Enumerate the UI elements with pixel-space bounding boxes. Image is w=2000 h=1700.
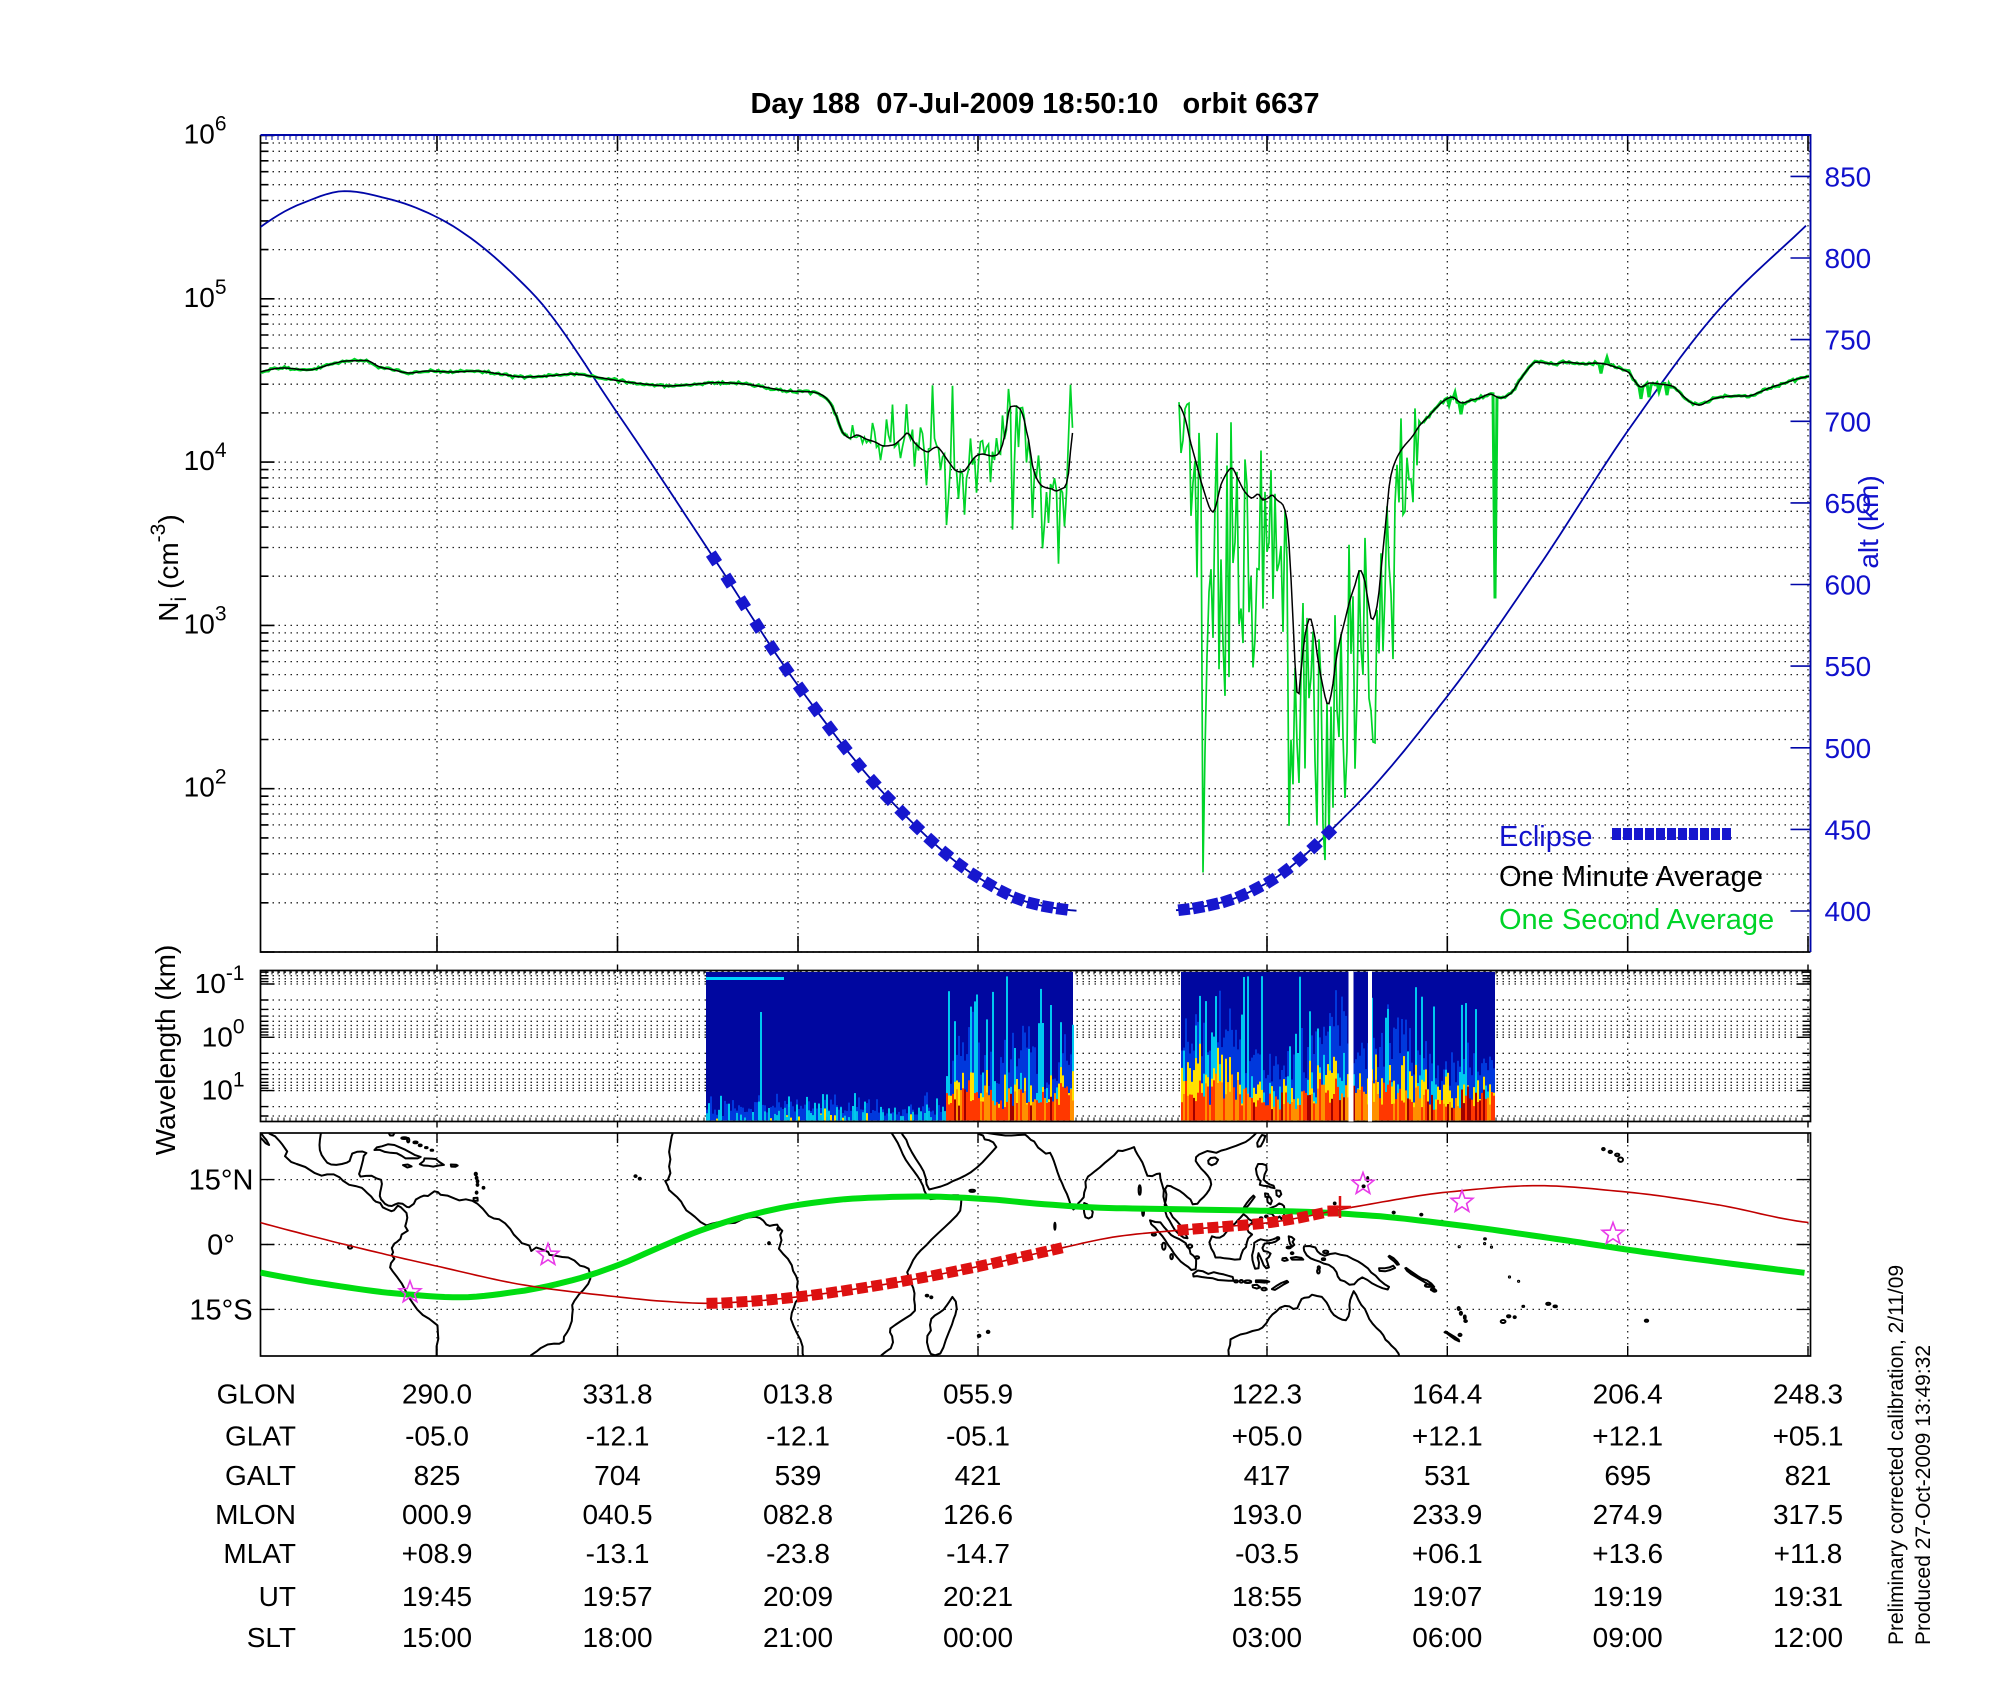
svg-text:331.8: 331.8 — [582, 1379, 652, 1410]
svg-text:18:00: 18:00 — [582, 1622, 652, 1653]
svg-text:233.9: 233.9 — [1412, 1499, 1482, 1530]
svg-text:-12.1: -12.1 — [766, 1421, 830, 1452]
svg-text:GALT: GALT — [225, 1460, 296, 1491]
svg-text:825: 825 — [414, 1460, 461, 1491]
svg-text:750: 750 — [1825, 325, 1872, 356]
svg-text:GLAT: GLAT — [225, 1421, 296, 1452]
svg-text:MLON: MLON — [215, 1499, 296, 1530]
svg-text:21:00: 21:00 — [763, 1622, 833, 1653]
svg-text:193.0: 193.0 — [1232, 1499, 1302, 1530]
svg-text:+12.1: +12.1 — [1412, 1421, 1483, 1452]
svg-text:105: 105 — [184, 276, 227, 313]
svg-text:100: 100 — [202, 1015, 245, 1052]
svg-text:450: 450 — [1825, 814, 1872, 845]
svg-text:15°N: 15°N — [189, 1165, 254, 1197]
svg-text:19:45: 19:45 — [402, 1581, 472, 1612]
svg-text:-05.0: -05.0 — [405, 1421, 469, 1452]
svg-text:531: 531 — [1424, 1460, 1471, 1491]
svg-text:421: 421 — [955, 1460, 1002, 1491]
svg-text:03:00: 03:00 — [1232, 1622, 1302, 1653]
svg-text:0°: 0° — [207, 1230, 235, 1262]
svg-text:500: 500 — [1825, 733, 1872, 764]
svg-text:19:57: 19:57 — [582, 1581, 652, 1612]
svg-text:UT: UT — [259, 1581, 296, 1612]
svg-text:-05.1: -05.1 — [946, 1421, 1010, 1452]
svg-text:20:21: 20:21 — [943, 1581, 1013, 1612]
svg-text:15:00: 15:00 — [402, 1622, 472, 1653]
svg-text:164.4: 164.4 — [1412, 1379, 1482, 1410]
svg-text:704: 704 — [594, 1460, 641, 1491]
svg-text:104: 104 — [184, 439, 227, 476]
svg-text:18:55: 18:55 — [1232, 1581, 1302, 1612]
svg-text:600: 600 — [1825, 570, 1872, 601]
svg-text:821: 821 — [1785, 1460, 1832, 1491]
svg-text:013.8: 013.8 — [763, 1379, 833, 1410]
svg-text:One Minute Average: One Minute Average — [1499, 861, 1763, 893]
svg-text:09:00: 09:00 — [1593, 1622, 1663, 1653]
svg-text:248.3: 248.3 — [1773, 1379, 1843, 1410]
svg-text:-12.1: -12.1 — [586, 1421, 650, 1452]
svg-text:206.4: 206.4 — [1593, 1379, 1663, 1410]
svg-text:040.5: 040.5 — [582, 1499, 652, 1530]
svg-text:290.0: 290.0 — [402, 1379, 472, 1410]
svg-text:00:00: 00:00 — [943, 1622, 1013, 1653]
svg-text:Produced 27-Oct-2009 13:49:32: Produced 27-Oct-2009 13:49:32 — [1912, 1345, 1935, 1645]
svg-text:700: 700 — [1825, 406, 1872, 437]
svg-text:+05.1: +05.1 — [1773, 1421, 1844, 1452]
svg-text:+11.8: +11.8 — [1774, 1538, 1843, 1569]
svg-text:19:31: 19:31 — [1773, 1581, 1843, 1612]
svg-text:539: 539 — [775, 1460, 822, 1491]
svg-text:+08.9: +08.9 — [402, 1538, 473, 1569]
svg-text:+13.6: +13.6 — [1592, 1538, 1663, 1569]
svg-text:Eclipse: Eclipse — [1499, 821, 1593, 853]
svg-text:One Second Average: One Second Average — [1499, 904, 1774, 936]
svg-text:Day 188 07-Jul-2009 18:50:10: Day 188 07-Jul-2009 18:50:10 orbit 6637 — [750, 88, 1319, 120]
svg-text:-23.8: -23.8 — [766, 1538, 830, 1569]
svg-text:20:09: 20:09 — [763, 1581, 833, 1612]
svg-text:Wavelength (km): Wavelength (km) — [150, 945, 181, 1156]
svg-text:055.9: 055.9 — [943, 1379, 1013, 1410]
svg-text:274.9: 274.9 — [1593, 1499, 1663, 1530]
svg-text:000.9: 000.9 — [402, 1499, 472, 1530]
svg-text:10-1: 10-1 — [195, 962, 245, 999]
svg-text:-14.7: -14.7 — [946, 1538, 1010, 1569]
svg-text:850: 850 — [1825, 161, 1872, 192]
svg-text:400: 400 — [1825, 896, 1872, 927]
svg-text:12:00: 12:00 — [1773, 1622, 1843, 1653]
svg-text:Ni (cm-3): Ni (cm-3) — [147, 514, 191, 621]
svg-text:19:07: 19:07 — [1412, 1581, 1482, 1612]
svg-text:Preliminary corrected calibrat: Preliminary corrected calibration, 2/11/… — [1885, 1265, 1908, 1645]
svg-text:-13.1: -13.1 — [586, 1538, 650, 1569]
svg-text:082.8: 082.8 — [763, 1499, 833, 1530]
svg-text:MLAT: MLAT — [223, 1538, 296, 1569]
svg-text:06:00: 06:00 — [1412, 1622, 1482, 1653]
svg-text:+06.1: +06.1 — [1412, 1538, 1483, 1569]
svg-text:102: 102 — [184, 766, 227, 803]
svg-text:+05.0: +05.0 — [1232, 1421, 1303, 1452]
svg-text:417: 417 — [1244, 1460, 1291, 1491]
svg-text:-03.5: -03.5 — [1235, 1538, 1299, 1569]
svg-text:695: 695 — [1604, 1460, 1651, 1491]
svg-text:650: 650 — [1825, 488, 1872, 519]
svg-text:SLT: SLT — [247, 1622, 296, 1653]
svg-text:122.3: 122.3 — [1232, 1379, 1302, 1410]
svg-text:106: 106 — [184, 113, 227, 150]
svg-text:GLON: GLON — [217, 1379, 296, 1410]
svg-text:+12.1: +12.1 — [1592, 1421, 1663, 1452]
svg-text:101: 101 — [202, 1069, 245, 1106]
svg-text:550: 550 — [1825, 651, 1872, 682]
svg-text:317.5: 317.5 — [1773, 1499, 1843, 1530]
svg-text:alt (km): alt (km) — [1853, 475, 1884, 568]
svg-text:19:19: 19:19 — [1593, 1581, 1663, 1612]
svg-text:15°S: 15°S — [189, 1294, 252, 1326]
svg-text:126.6: 126.6 — [943, 1499, 1013, 1530]
svg-text:800: 800 — [1825, 243, 1872, 274]
svg-text:103: 103 — [184, 602, 227, 639]
